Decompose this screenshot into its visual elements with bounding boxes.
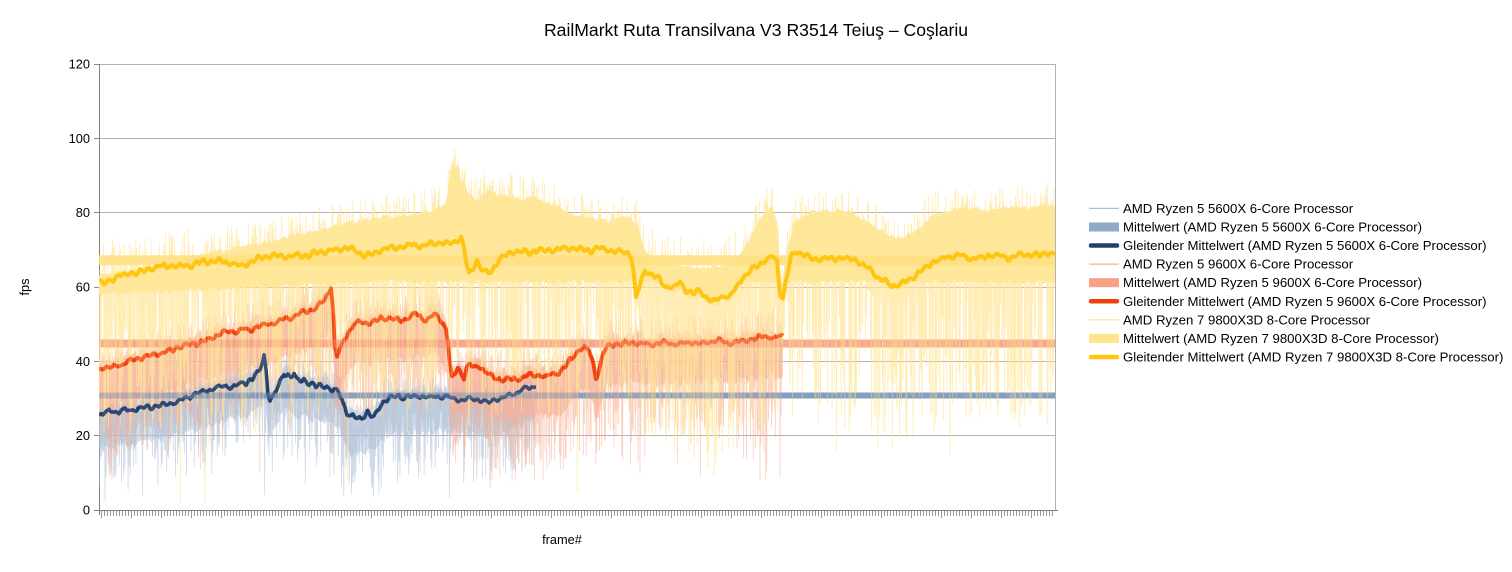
svg-text:AMD Ryzen 5 5600X 6-Core Proce: AMD Ryzen 5 5600X 6-Core Processor xyxy=(1123,201,1354,216)
svg-text:fps: fps xyxy=(17,278,32,295)
svg-text:Gleitender Mittelwert (AMD Ryz: Gleitender Mittelwert (AMD Ryzen 5 9600X… xyxy=(1123,294,1487,309)
svg-text:60: 60 xyxy=(76,280,90,295)
svg-text:Mittelwert (AMD Ryzen 5 5600X: Mittelwert (AMD Ryzen 5 5600X 6-Core Pro… xyxy=(1123,220,1422,235)
svg-text:AMD Ryzen 5 9600X 6-Core Proce: AMD Ryzen 5 9600X 6-Core Processor xyxy=(1123,257,1354,272)
svg-text:Gleitender Mittelwert (AMD Ryz: Gleitender Mittelwert (AMD Ryzen 7 9800X… xyxy=(1123,350,1503,365)
svg-text:80: 80 xyxy=(76,205,90,220)
svg-text:100: 100 xyxy=(69,131,90,146)
svg-text:Gleitender Mittelwert (AMD Ryz: Gleitender Mittelwert (AMD Ryzen 5 5600X… xyxy=(1123,238,1487,253)
svg-text:Mittelwert (AMD Ryzen 7 9800X3: Mittelwert (AMD Ryzen 7 9800X3D 8-Core P… xyxy=(1123,331,1439,346)
svg-text:0: 0 xyxy=(83,503,90,518)
svg-text:RailMarkt Ruta Transilvana V3: RailMarkt Ruta Transilvana V3 R3514 Teiu… xyxy=(544,20,968,40)
svg-text:AMD Ryzen 7 9800X3D 8-Core Pro: AMD Ryzen 7 9800X3D 8-Core Processor xyxy=(1123,312,1371,327)
svg-text:frame#: frame# xyxy=(542,532,583,547)
svg-text:Mittelwert (AMD Ryzen 5 9600X: Mittelwert (AMD Ryzen 5 9600X 6-Core Pro… xyxy=(1123,275,1422,290)
svg-text:20: 20 xyxy=(76,428,90,443)
svg-text:40: 40 xyxy=(76,354,90,369)
svg-text:120: 120 xyxy=(69,57,90,72)
